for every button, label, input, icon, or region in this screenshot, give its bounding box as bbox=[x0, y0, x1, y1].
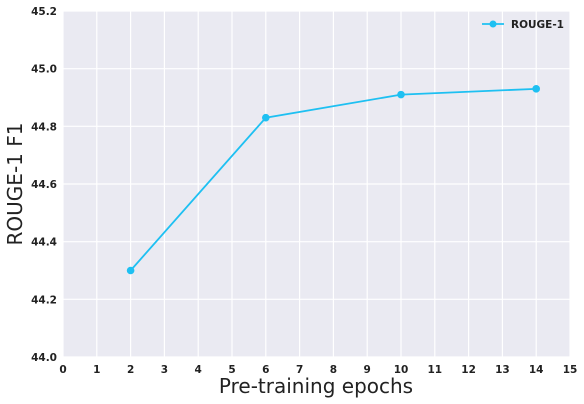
data-point bbox=[262, 114, 270, 122]
x-tick-label: 0 bbox=[59, 364, 66, 376]
y-tick-label: 44.8 bbox=[31, 121, 57, 133]
legend-marker-swatch bbox=[490, 21, 497, 28]
x-tick-label: 3 bbox=[161, 364, 168, 376]
y-tick-label: 45.0 bbox=[31, 64, 57, 76]
y-tick-label: 45.2 bbox=[31, 6, 57, 18]
x-tick-label: 15 bbox=[563, 364, 578, 376]
y-tick-label: 44.6 bbox=[31, 179, 57, 191]
x-tick-label: 4 bbox=[195, 364, 202, 376]
legend-label: ROUGE-1 bbox=[511, 19, 564, 31]
x-tick-label: 2 bbox=[127, 364, 134, 376]
y-tick-label: 44.2 bbox=[31, 294, 57, 306]
data-point bbox=[127, 267, 135, 275]
data-point bbox=[397, 91, 405, 99]
x-tick-label: 1 bbox=[93, 364, 100, 376]
y-tick-label: 44.4 bbox=[31, 237, 57, 249]
data-point bbox=[532, 85, 540, 93]
y-tick-label: 44.0 bbox=[31, 352, 57, 364]
x-tick-label: 11 bbox=[427, 364, 442, 376]
x-tick-label: 12 bbox=[461, 364, 476, 376]
x-tick-label: 13 bbox=[495, 364, 510, 376]
y-tick-labels: 44.0 44.2 44.4 44.6 44.8 45.0 45.2 bbox=[31, 6, 57, 364]
y-axis-title: ROUGE-1 F1 bbox=[3, 123, 27, 246]
x-axis-title: Pre-training epochs bbox=[219, 374, 413, 398]
x-tick-label: 14 bbox=[529, 364, 544, 376]
